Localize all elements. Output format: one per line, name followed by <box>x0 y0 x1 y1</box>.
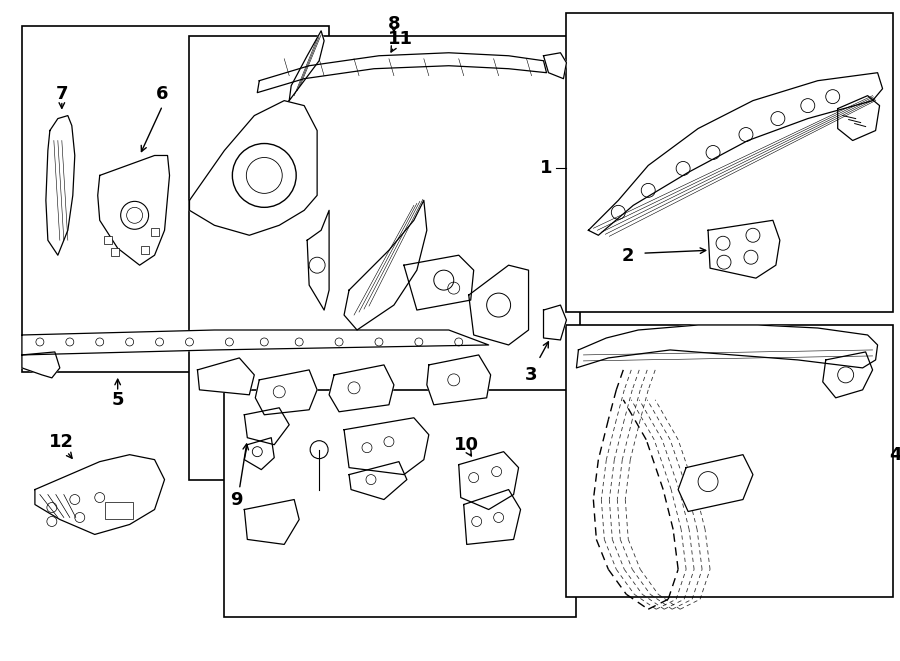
Bar <box>111 249 119 256</box>
Polygon shape <box>22 352 59 378</box>
Polygon shape <box>257 53 546 93</box>
Polygon shape <box>98 155 169 265</box>
Polygon shape <box>244 438 274 469</box>
Text: 5: 5 <box>112 391 124 408</box>
Text: 10: 10 <box>454 436 479 453</box>
Polygon shape <box>589 73 883 235</box>
Polygon shape <box>256 370 317 414</box>
Polygon shape <box>329 365 394 412</box>
Bar <box>104 502 132 520</box>
Bar <box>140 247 148 254</box>
Polygon shape <box>678 455 753 512</box>
Polygon shape <box>349 461 407 500</box>
Polygon shape <box>197 358 255 395</box>
Text: 1: 1 <box>540 159 553 177</box>
Polygon shape <box>576 325 878 368</box>
Text: 7: 7 <box>56 85 68 102</box>
Bar <box>190 36 580 480</box>
Text: 9: 9 <box>230 490 243 508</box>
Polygon shape <box>344 200 427 330</box>
Polygon shape <box>469 265 528 345</box>
Polygon shape <box>823 352 873 398</box>
Text: 8: 8 <box>388 15 400 33</box>
Polygon shape <box>544 305 566 340</box>
Text: 4: 4 <box>889 446 900 463</box>
Polygon shape <box>838 96 879 141</box>
Polygon shape <box>35 455 165 535</box>
Bar <box>104 236 112 244</box>
Polygon shape <box>307 210 329 310</box>
Text: 2: 2 <box>622 247 634 265</box>
Text: 6: 6 <box>157 85 169 102</box>
Polygon shape <box>708 220 780 278</box>
Polygon shape <box>46 116 75 255</box>
Text: 3: 3 <box>526 366 538 384</box>
Polygon shape <box>544 53 566 79</box>
Text: 11: 11 <box>389 30 413 48</box>
Bar <box>150 228 158 236</box>
Bar <box>224 390 576 617</box>
Polygon shape <box>22 330 489 355</box>
Polygon shape <box>464 490 520 545</box>
Polygon shape <box>244 500 299 545</box>
Polygon shape <box>404 255 473 310</box>
Polygon shape <box>244 408 289 445</box>
Polygon shape <box>427 355 490 405</box>
Bar <box>22 26 329 372</box>
Polygon shape <box>289 31 324 100</box>
Polygon shape <box>344 418 428 475</box>
Text: 12: 12 <box>50 433 75 451</box>
Polygon shape <box>459 451 518 510</box>
Bar <box>566 13 893 312</box>
Bar <box>566 325 893 598</box>
Polygon shape <box>190 100 317 235</box>
